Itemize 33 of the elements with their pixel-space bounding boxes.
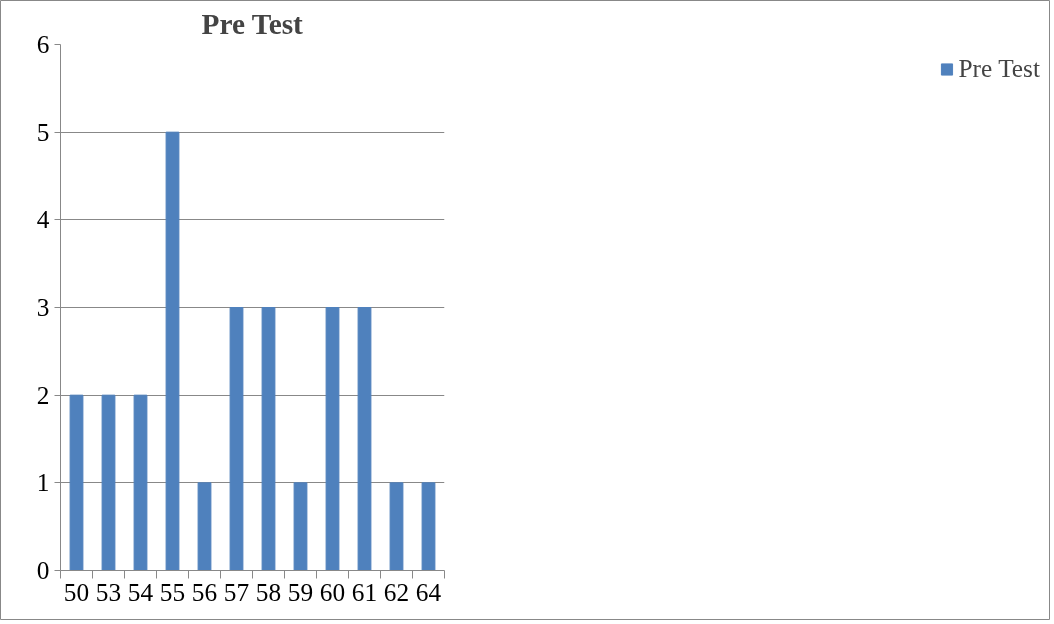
x-tick-label: 50: [63, 577, 90, 606]
bar: [69, 394, 84, 571]
x-tick-label: 58: [255, 577, 282, 606]
y-tick-label: 3: [36, 293, 50, 321]
y-tick-label: 4: [36, 205, 50, 234]
x-tick-label: 60: [319, 577, 346, 606]
x-tick-label: 54: [127, 577, 154, 606]
bar: [293, 482, 308, 571]
bar: [261, 307, 276, 571]
y-tick-label: 1: [36, 468, 50, 497]
x-tick-label: 61: [351, 577, 378, 606]
bar: [389, 482, 404, 571]
y-tick-label: 2: [36, 380, 50, 409]
x-tick-label: 53: [95, 577, 122, 606]
x-tick-label: 64: [415, 577, 442, 606]
x-tick-label: 57: [223, 577, 250, 606]
y-tick-label: 5: [36, 117, 50, 146]
bar: [165, 131, 180, 571]
bar: [133, 394, 148, 571]
chart-title: Pre Test: [201, 7, 304, 40]
y-tick-label: 6: [36, 30, 50, 58]
bar: [325, 307, 340, 571]
bar: [421, 482, 436, 571]
x-tick-label: 56: [191, 577, 218, 606]
x-tick-label: 62: [383, 577, 410, 606]
y-tick-label: 0: [36, 556, 50, 584]
x-tick-label: 59: [287, 577, 314, 606]
bar: [357, 307, 372, 571]
bar: [197, 482, 212, 571]
legend-label: Pre Test: [958, 54, 1040, 83]
x-tick-label: 55: [159, 577, 186, 606]
bar: [229, 307, 244, 571]
bar: [101, 394, 116, 571]
